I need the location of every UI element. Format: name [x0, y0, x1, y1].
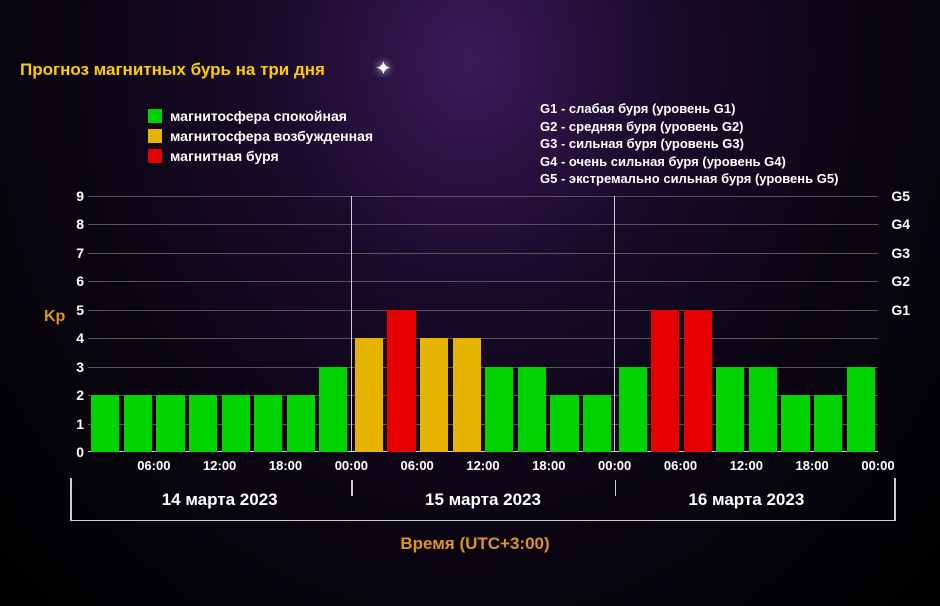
bar — [453, 338, 481, 452]
bar — [716, 367, 744, 452]
legend-swatch — [148, 149, 162, 163]
date-outer-separator — [894, 478, 896, 520]
x-tick: 12:00 — [154, 458, 220, 478]
chart: Kp 0123456789G1G2G3G4G5 06:0012:0018:000… — [40, 190, 910, 570]
legend-status: магнитосфера спокойная магнитосфера возбу… — [148, 108, 373, 168]
x-tick: 06:00 — [615, 458, 681, 478]
bar — [781, 395, 809, 452]
y-tick: 6 — [66, 273, 84, 289]
date-separator — [351, 480, 353, 496]
legend-g-item: G5 - экстремально сильная буря (уровень … — [540, 170, 838, 188]
bar — [485, 367, 513, 452]
y-tick: 9 — [66, 188, 84, 204]
date-label: 16 марта 2023 — [615, 484, 878, 516]
bar — [355, 338, 383, 452]
bars-container — [88, 196, 878, 452]
xtick-group: 06:0012:0018:0000:00 — [351, 458, 614, 478]
x-axis-label: Время (UTC+3:00) — [40, 534, 910, 554]
bar — [254, 395, 282, 452]
x-tick: 12:00 — [680, 458, 746, 478]
day-group — [352, 196, 616, 452]
y-tick: 3 — [66, 359, 84, 375]
legend-g-item: G3 - сильная буря (уровень G3) — [540, 135, 838, 153]
bar — [583, 395, 611, 452]
bar — [287, 395, 315, 452]
y-tick-right: G2 — [891, 273, 910, 289]
y-tick: 7 — [66, 245, 84, 261]
legend-item: магнитосфера спокойная — [148, 108, 373, 124]
day-group — [615, 196, 878, 452]
legend-label: магнитная буря — [170, 148, 279, 164]
legend-item: магнитная буря — [148, 148, 373, 164]
y-tick: 5 — [66, 302, 84, 318]
y-tick: 4 — [66, 330, 84, 346]
x-tick: 18:00 — [483, 458, 549, 478]
bar — [814, 395, 842, 452]
y-tick: 1 — [66, 416, 84, 432]
bar — [387, 310, 415, 452]
plot-area: 0123456789G1G2G3G4G5 — [88, 196, 878, 452]
date-separator — [615, 480, 617, 496]
date-label: 14 марта 2023 — [88, 484, 351, 516]
legend-label: магнитосфера спокойная — [170, 108, 347, 124]
bar — [189, 395, 217, 452]
date-outer-separator — [70, 478, 72, 520]
xtick-group: 06:0012:0018:0000:00 — [88, 458, 351, 478]
y-tick: 0 — [66, 444, 84, 460]
x-tick-label: 00:00 — [861, 458, 894, 473]
x-tick: 18:00 — [746, 458, 812, 478]
x-tick: 00:00 — [812, 458, 878, 478]
date-labels: 14 марта 202315 марта 202316 марта 2023 — [88, 484, 878, 516]
legend-item: магнитосфера возбужденная — [148, 128, 373, 144]
bar — [651, 310, 679, 452]
xtick-group: 06:0012:0018:0000:00 — [615, 458, 878, 478]
x-tick: 00:00 — [549, 458, 615, 478]
bar — [749, 367, 777, 452]
legend-g-item: G1 - слабая буря (уровень G1) — [540, 100, 838, 118]
chart-title: Прогноз магнитных бурь на три дня — [20, 60, 325, 80]
legend-swatch — [148, 109, 162, 123]
bar — [222, 395, 250, 452]
bar — [156, 395, 184, 452]
bar — [847, 367, 875, 452]
date-label: 15 марта 2023 — [351, 484, 614, 516]
x-tick: 00:00 — [285, 458, 351, 478]
bar — [319, 367, 347, 452]
y-tick-right: G5 — [891, 188, 910, 204]
x-tick: 06:00 — [351, 458, 417, 478]
bar — [518, 367, 546, 452]
legend-swatch — [148, 129, 162, 143]
bar — [420, 338, 448, 452]
day-group — [88, 196, 352, 452]
y-tick-right: G4 — [891, 216, 910, 232]
legend-g-item: G4 - очень сильная буря (уровень G4) — [540, 153, 838, 171]
legend-label: магнитосфера возбужденная — [170, 128, 373, 144]
y-axis-label: Kp — [44, 308, 65, 326]
y-tick: 8 — [66, 216, 84, 232]
y-tick-right: G1 — [891, 302, 910, 318]
bar — [91, 395, 119, 452]
star-decoration: ✦ — [375, 56, 392, 81]
x-tick: 06:00 — [88, 458, 154, 478]
x-tick: 18:00 — [220, 458, 286, 478]
legend-g-scale: G1 - слабая буря (уровень G1)G2 - средня… — [540, 100, 838, 188]
bar — [684, 310, 712, 452]
y-tick: 2 — [66, 387, 84, 403]
bar — [619, 367, 647, 452]
y-tick-right: G3 — [891, 245, 910, 261]
bar — [124, 395, 152, 452]
legend-g-item: G2 - средняя буря (уровень G2) — [540, 118, 838, 136]
x-tick: 12:00 — [417, 458, 483, 478]
bar — [550, 395, 578, 452]
x-ticks: 06:0012:0018:0000:0006:0012:0018:0000:00… — [88, 458, 878, 478]
date-underline — [70, 520, 896, 521]
